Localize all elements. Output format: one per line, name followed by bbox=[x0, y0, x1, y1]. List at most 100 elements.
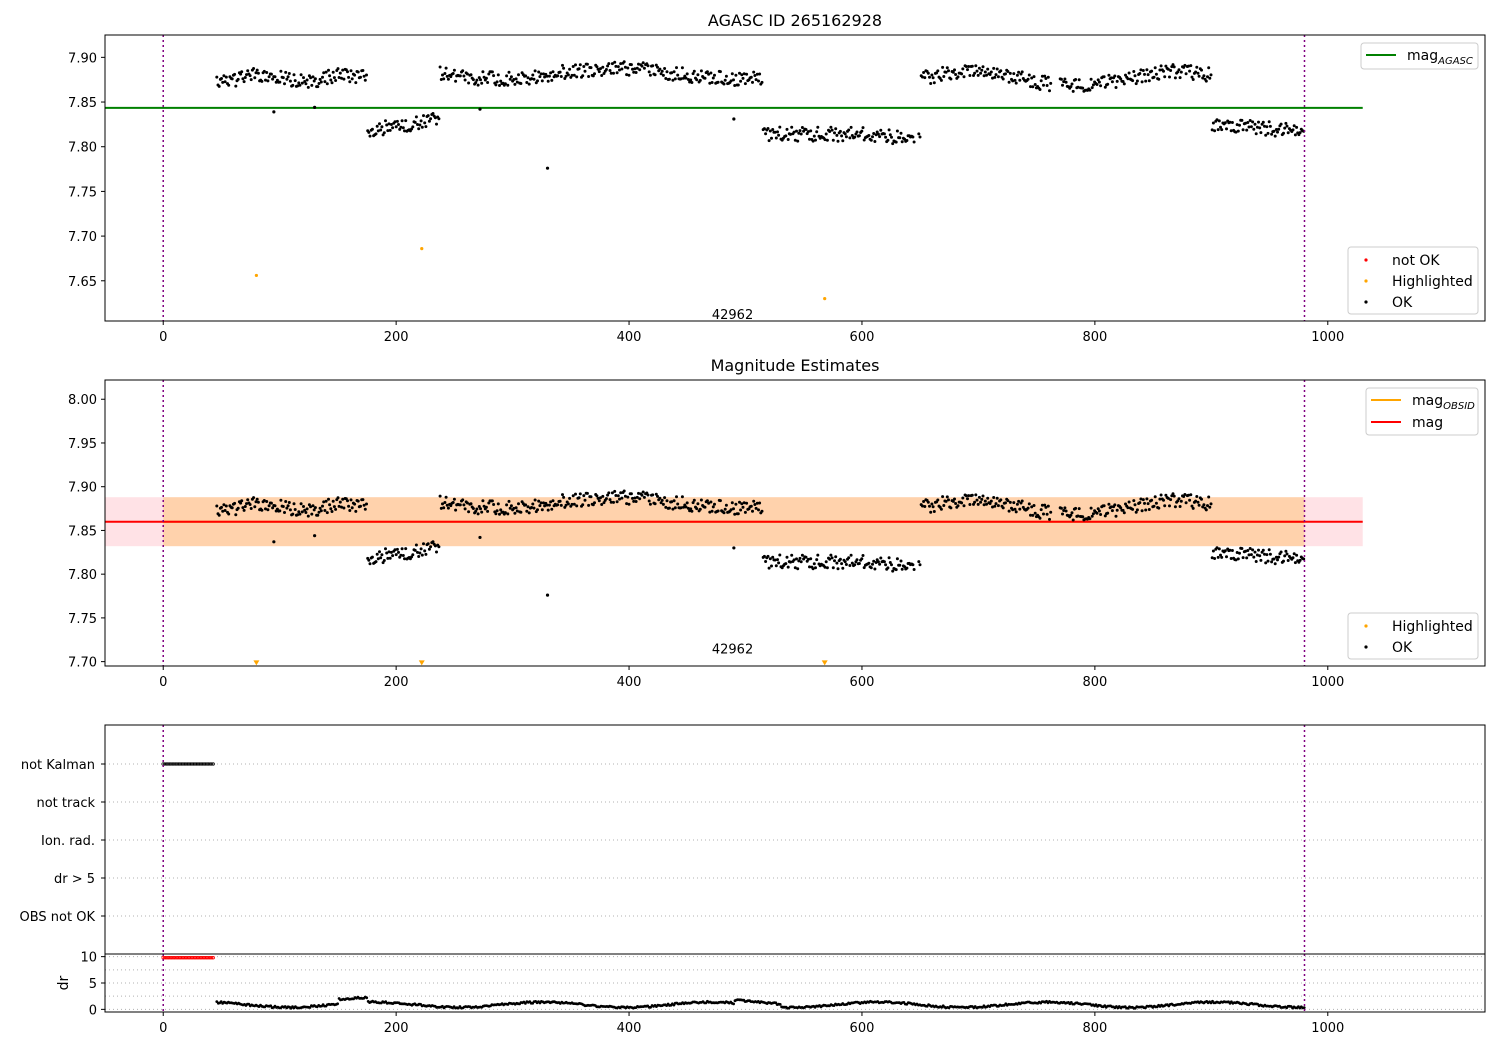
ok-point bbox=[689, 78, 693, 82]
ok-point bbox=[995, 496, 999, 500]
ok-point bbox=[451, 501, 455, 504]
legend-marker bbox=[1364, 300, 1368, 304]
ok-point bbox=[418, 123, 422, 127]
ok-point bbox=[855, 130, 859, 134]
ok-point bbox=[291, 83, 295, 87]
highlighted-point bbox=[821, 660, 828, 666]
ok-point bbox=[1273, 134, 1277, 138]
ok-point bbox=[1099, 513, 1103, 516]
ok-point bbox=[316, 85, 320, 89]
ok-point bbox=[607, 491, 611, 495]
ok-point bbox=[1039, 508, 1043, 512]
ok-point bbox=[1011, 508, 1015, 512]
ok-point bbox=[1235, 551, 1239, 554]
ok-point bbox=[403, 557, 406, 561]
ok-point bbox=[1255, 553, 1259, 557]
ok-point bbox=[386, 556, 390, 560]
ok-point bbox=[766, 554, 770, 558]
ok-point bbox=[1248, 547, 1252, 550]
ok-point bbox=[527, 511, 531, 515]
ok-point bbox=[1012, 72, 1016, 76]
ok-point bbox=[486, 81, 490, 84]
ok-point bbox=[640, 493, 644, 497]
ok-point bbox=[633, 496, 637, 500]
ok-point bbox=[581, 74, 585, 78]
ok-point bbox=[419, 547, 423, 551]
ok-point bbox=[426, 114, 430, 118]
y-tick-label: 7.85 bbox=[68, 96, 97, 111]
ok-point bbox=[427, 119, 431, 123]
ok-point bbox=[949, 506, 953, 510]
ok-point bbox=[757, 508, 760, 512]
ok-point bbox=[739, 79, 743, 83]
axes-frame bbox=[104, 953, 1486, 1013]
ok-point bbox=[615, 71, 619, 75]
category-label: OBS not OK bbox=[20, 910, 96, 925]
x-tick-label: 600 bbox=[850, 330, 875, 345]
ok-point bbox=[1265, 125, 1269, 129]
ok-point bbox=[1245, 556, 1249, 560]
ok-point bbox=[730, 72, 734, 76]
ok-point bbox=[416, 123, 419, 126]
ok-point bbox=[507, 499, 511, 503]
ok-point bbox=[323, 80, 327, 84]
ok-point bbox=[627, 73, 631, 77]
ok-point bbox=[760, 80, 764, 84]
ok-point bbox=[804, 128, 808, 131]
ok-point bbox=[664, 77, 668, 80]
ok-point bbox=[597, 70, 601, 74]
ok-point bbox=[754, 78, 758, 82]
ok-point bbox=[942, 75, 946, 78]
ok-point bbox=[1147, 508, 1151, 511]
ok-point bbox=[537, 70, 541, 74]
ok-point bbox=[298, 83, 302, 87]
ok-point bbox=[477, 76, 481, 80]
ok-point bbox=[400, 547, 404, 551]
ok-point bbox=[423, 549, 427, 553]
ok-point bbox=[647, 499, 651, 503]
ok-point bbox=[962, 504, 966, 508]
ok-point bbox=[284, 70, 288, 74]
ok-point bbox=[1011, 79, 1015, 83]
ok-point bbox=[736, 512, 740, 516]
ok-point bbox=[1258, 126, 1262, 130]
ok-point bbox=[1292, 124, 1296, 128]
ok-point bbox=[884, 563, 888, 567]
ok-point bbox=[1246, 121, 1250, 124]
ok-point bbox=[363, 507, 367, 511]
ok-point bbox=[278, 80, 282, 84]
ok-point bbox=[388, 128, 392, 132]
ok-point bbox=[331, 70, 335, 74]
legend-box bbox=[1347, 612, 1479, 660]
ok-point bbox=[853, 135, 857, 139]
ok-point bbox=[768, 129, 772, 133]
ok-point bbox=[1088, 517, 1092, 521]
ok-point bbox=[1026, 77, 1030, 81]
ok-point bbox=[797, 131, 801, 135]
ok-point bbox=[939, 507, 943, 511]
ok-point bbox=[1291, 128, 1295, 132]
category-label: Ion. rad. bbox=[41, 834, 95, 849]
ok-point bbox=[696, 73, 700, 77]
ok-point bbox=[1154, 72, 1158, 76]
ok-point bbox=[1238, 551, 1241, 555]
y-tick-label: 7.80 bbox=[68, 141, 97, 156]
ok-point bbox=[1268, 124, 1272, 128]
ok-point bbox=[976, 502, 980, 506]
ok-point bbox=[931, 505, 935, 509]
ok-point bbox=[974, 64, 978, 68]
ok-point bbox=[970, 64, 974, 68]
dr-ok-points bbox=[215, 995, 1306, 1010]
ok-point bbox=[1103, 85, 1107, 89]
ok-point bbox=[348, 80, 352, 84]
ok-point bbox=[1049, 81, 1053, 85]
ok-point bbox=[723, 507, 727, 511]
ok-point bbox=[1249, 125, 1253, 129]
flag-point bbox=[211, 762, 215, 766]
ok-point bbox=[443, 72, 447, 75]
ok-point bbox=[784, 134, 788, 138]
ok-point bbox=[438, 65, 442, 69]
x-tick-label: 200 bbox=[384, 1021, 409, 1036]
ok-point bbox=[836, 567, 840, 571]
flag-point bbox=[169, 762, 173, 766]
